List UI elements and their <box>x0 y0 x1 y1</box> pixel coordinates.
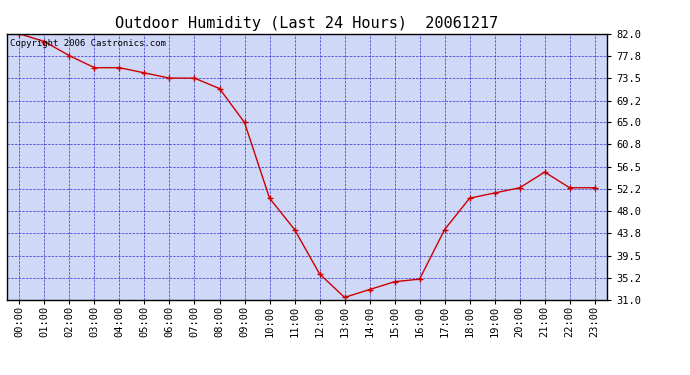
Text: Copyright 2006 Castronics.com: Copyright 2006 Castronics.com <box>10 39 166 48</box>
Title: Outdoor Humidity (Last 24 Hours)  20061217: Outdoor Humidity (Last 24 Hours) 2006121… <box>115 16 499 31</box>
